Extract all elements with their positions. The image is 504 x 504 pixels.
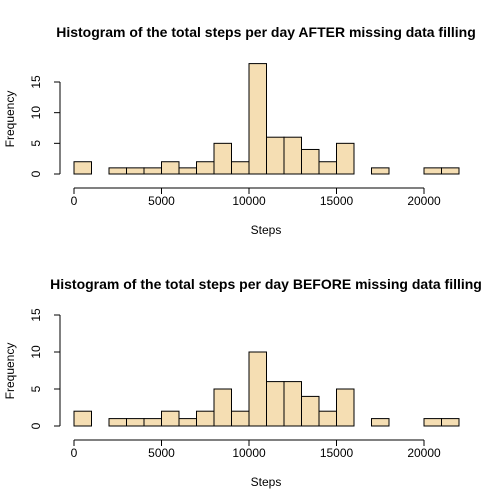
histogram-before-panel: Histogram of the total steps per day BEF… xyxy=(3,276,482,489)
histogram-bar xyxy=(371,418,390,427)
histogram-bar xyxy=(423,418,442,427)
y-axis-label: Frequency xyxy=(3,343,17,400)
y-tick-label: 0 xyxy=(29,422,43,429)
x-tick-label: 15000 xyxy=(320,194,354,208)
x-tick-label: 10000 xyxy=(232,446,266,460)
x-tick-label: 20000 xyxy=(407,446,441,460)
y-tick-label: 5 xyxy=(29,140,43,147)
histogram-bar xyxy=(301,395,320,427)
histogram-bar xyxy=(161,410,180,427)
histogram-bar xyxy=(108,418,127,427)
histogram-bar xyxy=(441,418,460,427)
x-tick-label: 10000 xyxy=(232,194,266,208)
histogram-bar xyxy=(143,418,162,427)
histogram-bar xyxy=(266,136,285,175)
histogram-bar xyxy=(441,167,460,175)
y-tick-label: 15 xyxy=(29,75,43,89)
histogram-bar xyxy=(318,161,337,175)
histogram-bar xyxy=(318,410,337,427)
histogram-after-panel: Histogram of the total steps per day AFT… xyxy=(3,24,476,237)
histogram-bar xyxy=(213,388,232,427)
histogram-bar xyxy=(371,167,390,175)
histogram-bar xyxy=(73,410,92,427)
histogram-bar xyxy=(336,142,355,175)
histogram-bar xyxy=(283,381,302,427)
x-tick-label: 5000 xyxy=(148,194,175,208)
histogram-bar xyxy=(248,63,267,175)
histogram-bar xyxy=(283,136,302,175)
chart-title: Histogram of the total steps per day BEF… xyxy=(50,276,482,292)
histogram-bar xyxy=(266,381,285,427)
chart-title: Histogram of the total steps per day AFT… xyxy=(56,24,476,40)
histogram-bar xyxy=(73,161,92,175)
y-tick-label: 5 xyxy=(29,385,43,392)
y-tick-label: 15 xyxy=(29,308,43,322)
histogram-bar xyxy=(126,167,145,175)
x-tick-label: 5000 xyxy=(148,446,175,460)
histogram-bar xyxy=(108,167,127,175)
y-tick-label: 0 xyxy=(29,170,43,177)
histogram-bar xyxy=(178,418,197,427)
histogram-bar xyxy=(231,410,250,427)
histogram-bar xyxy=(143,167,162,175)
y-tick-label: 10 xyxy=(29,345,43,359)
histogram-bar xyxy=(423,167,442,175)
x-axis-label: Steps xyxy=(251,475,282,489)
x-tick-label: 15000 xyxy=(320,446,354,460)
x-axis-label: Steps xyxy=(251,223,282,237)
histogram-bar xyxy=(301,148,320,175)
histogram-bar xyxy=(196,410,215,427)
histogram-bar xyxy=(213,142,232,175)
x-tick-label: 0 xyxy=(71,194,78,208)
x-tick-label: 0 xyxy=(71,446,78,460)
histogram-bar xyxy=(126,418,145,427)
histogram-bar xyxy=(248,351,267,427)
histogram-bar xyxy=(336,388,355,427)
y-axis-label: Frequency xyxy=(3,91,17,148)
x-tick-label: 20000 xyxy=(407,194,441,208)
histogram-bar xyxy=(178,167,197,175)
y-tick-label: 10 xyxy=(29,106,43,120)
histogram-bar xyxy=(231,161,250,175)
histogram-bar xyxy=(161,161,180,175)
histogram-bar xyxy=(196,161,215,175)
